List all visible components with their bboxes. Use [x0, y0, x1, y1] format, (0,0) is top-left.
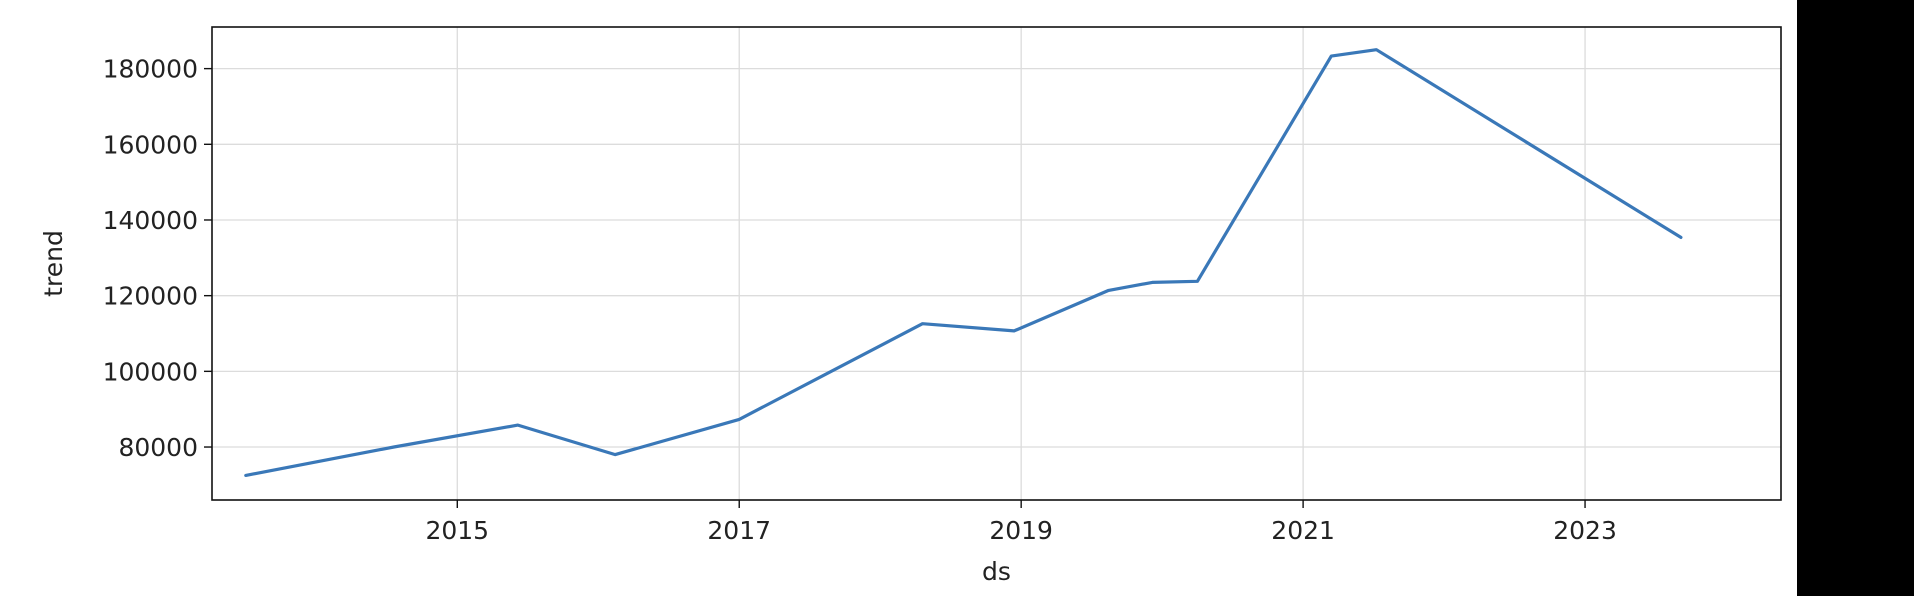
- x-tick-label: 2023: [1553, 516, 1617, 545]
- y-tick-label: 140000: [103, 206, 198, 235]
- plot-frame: [211, 26, 1782, 501]
- x-axis-label: ds: [982, 557, 1011, 586]
- x-tick-label: 2019: [989, 516, 1053, 545]
- y-tick-label: 160000: [103, 130, 198, 159]
- y-tick-label: 180000: [103, 55, 198, 84]
- x-tick-label: 2021: [1271, 516, 1335, 545]
- y-tick-label: 100000: [103, 357, 198, 386]
- y-tick-label: 120000: [103, 282, 198, 311]
- y-axis-label: trend: [39, 230, 68, 297]
- y-tick-label: 80000: [118, 433, 198, 462]
- trend-series-line: [244, 48, 1683, 477]
- x-tick-label: 2015: [425, 516, 489, 545]
- trend-line-chart: 2015 2017 2019 2021 2023 80000 100000 120000 140…: [39, 26, 1782, 586]
- grid: [212, 27, 1781, 500]
- x-tick-label: 2017: [707, 516, 771, 545]
- series-group: [244, 48, 1683, 477]
- ticks: 2015 2017 2019 2021 2023 80000 100000 120000 140…: [103, 55, 1617, 545]
- chart-canvas: 2015 2017 2019 2021 2023 80000 100000 120000 140…: [0, 0, 1797, 596]
